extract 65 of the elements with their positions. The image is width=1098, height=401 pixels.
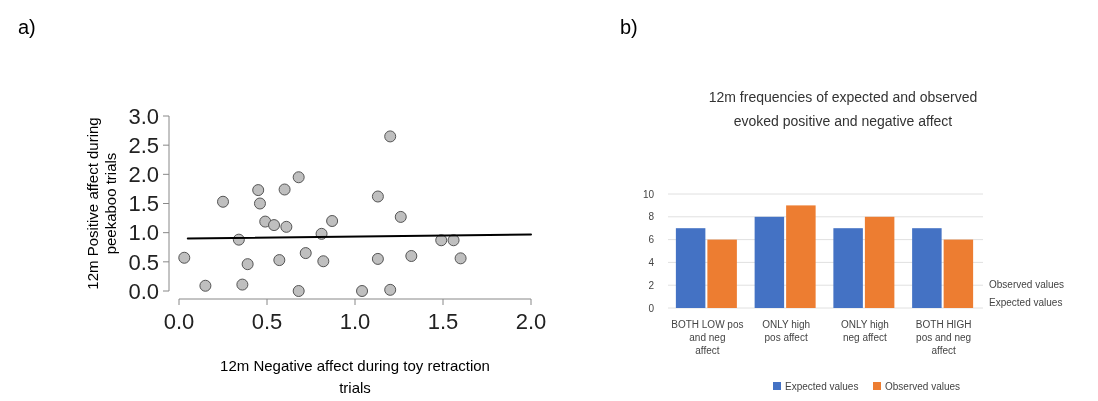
x-tick-label: 0.0 [163,309,195,334]
point [253,197,266,210]
legend-label: Observed values [885,380,961,392]
point [280,220,293,233]
x-axis-title: 12m Negative affect during toy retraction trials [220,357,490,396]
bar [912,228,942,308]
y-tick-label: 2 [648,279,655,291]
x-tick-label: 0.5 [251,309,283,334]
bar [754,216,785,308]
point [356,285,369,297]
point [384,283,397,296]
y-tick-label: 6 [648,234,655,246]
y-tick-label: 2.0 [128,162,159,188]
y-tick-label: 3.0 [128,103,159,129]
bar [864,216,895,308]
point [217,195,229,208]
point [394,210,407,223]
text: a) [18,16,36,38]
x-tick-label: 2.0 [515,309,547,334]
y-tick-label: 4 [648,256,655,268]
text: Observed values [989,279,1065,290]
y-tick-label: 2.5 [128,132,159,158]
point [435,234,448,247]
point [199,279,212,292]
point [371,252,384,265]
point [241,258,254,271]
chart-title: 12m frequencies of expected and observed evoked positive and negative affect [708,89,978,129]
y-tick-label: 0.5 [128,249,159,275]
x-tick-label: 1.0 [339,309,371,334]
x-tick-label: ONLY high neg affect [840,319,889,343]
y-tick-label: 0.0 [128,278,159,304]
point [178,251,191,264]
bar [786,205,816,308]
x-tick-label: 1.5 [427,309,459,334]
y-tick-label: 1.0 [128,220,159,246]
x-tick-label: BOTH LOW pos and neg affect [671,319,744,356]
point [447,234,460,247]
y-tick-label: 1.5 [128,191,159,217]
point [268,219,281,232]
y-tick-label: 0 [648,302,655,314]
point [292,285,305,297]
bar [943,239,974,308]
point [299,247,312,260]
text: b) [620,16,638,38]
legend-label: Expected values [785,380,859,392]
bar [707,239,737,308]
y-tick-label: 8 [648,211,655,223]
point [454,252,467,265]
point [236,278,249,291]
x-tick-label: ONLY high pos affect [762,319,811,343]
point [326,215,339,227]
point [252,184,265,197]
point [292,171,305,184]
point [384,130,397,143]
point [278,183,291,196]
text: Expected values [989,297,1063,308]
point [317,255,330,268]
point [405,250,418,262]
bar [833,228,863,308]
y-axis-title: 12m Positive affect during peekaboo trials [84,117,119,290]
point [371,190,384,203]
point [273,254,286,267]
y-tick-label: 10 [642,188,655,200]
bar [675,228,706,308]
x-tick-label: BOTH HIGH pos and neg affect [915,319,972,356]
